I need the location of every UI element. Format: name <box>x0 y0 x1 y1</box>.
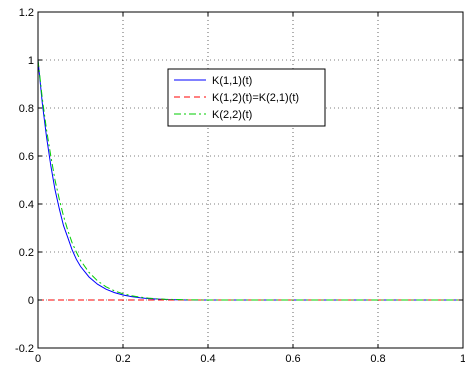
series-line-1 <box>37 59 463 301</box>
series-layer <box>37 59 463 301</box>
y-tick-label: 0.6 <box>19 151 34 163</box>
y-axis-tick-labels: -0.2 0 0.2 0.4 0.6 0.8 1 1.2 <box>15 7 34 355</box>
legend-label-2: K(1,2)(t)=K(2,1)(t) <box>212 92 299 104</box>
x-tick-label: 0.2 <box>115 353 130 365</box>
y-tick-label: 1.2 <box>19 7 34 19</box>
x-tick-label: 0 <box>35 353 41 365</box>
axis-ticks <box>37 11 464 349</box>
x-tick-label: 0.4 <box>200 353 215 365</box>
y-tick-label: 1 <box>28 55 34 67</box>
plot-area <box>38 12 463 348</box>
plot-frame <box>37 11 464 349</box>
x-tick-label: 0.6 <box>285 353 300 365</box>
y-tick-label: 0 <box>28 295 34 307</box>
x-tick-label: 0.8 <box>370 353 385 365</box>
y-tick-label: -0.2 <box>15 343 34 355</box>
legend-label-1: K(1,1)(t) <box>212 75 252 87</box>
legend-label-3: K(2,2)(t) <box>212 109 252 121</box>
y-tick-label: 0.4 <box>19 199 34 211</box>
x-tick-label: 1 <box>460 353 465 365</box>
y-tick-label: 0.8 <box>19 103 34 115</box>
x-axis-tick-labels: 0 0.2 0.4 0.6 0.8 1 <box>35 353 465 365</box>
legend: K(1,1)(t) K(1,2)(t)=K(2,1)(t) K(2,2)(t) <box>167 68 326 127</box>
y-tick-label: 0.2 <box>19 247 34 259</box>
